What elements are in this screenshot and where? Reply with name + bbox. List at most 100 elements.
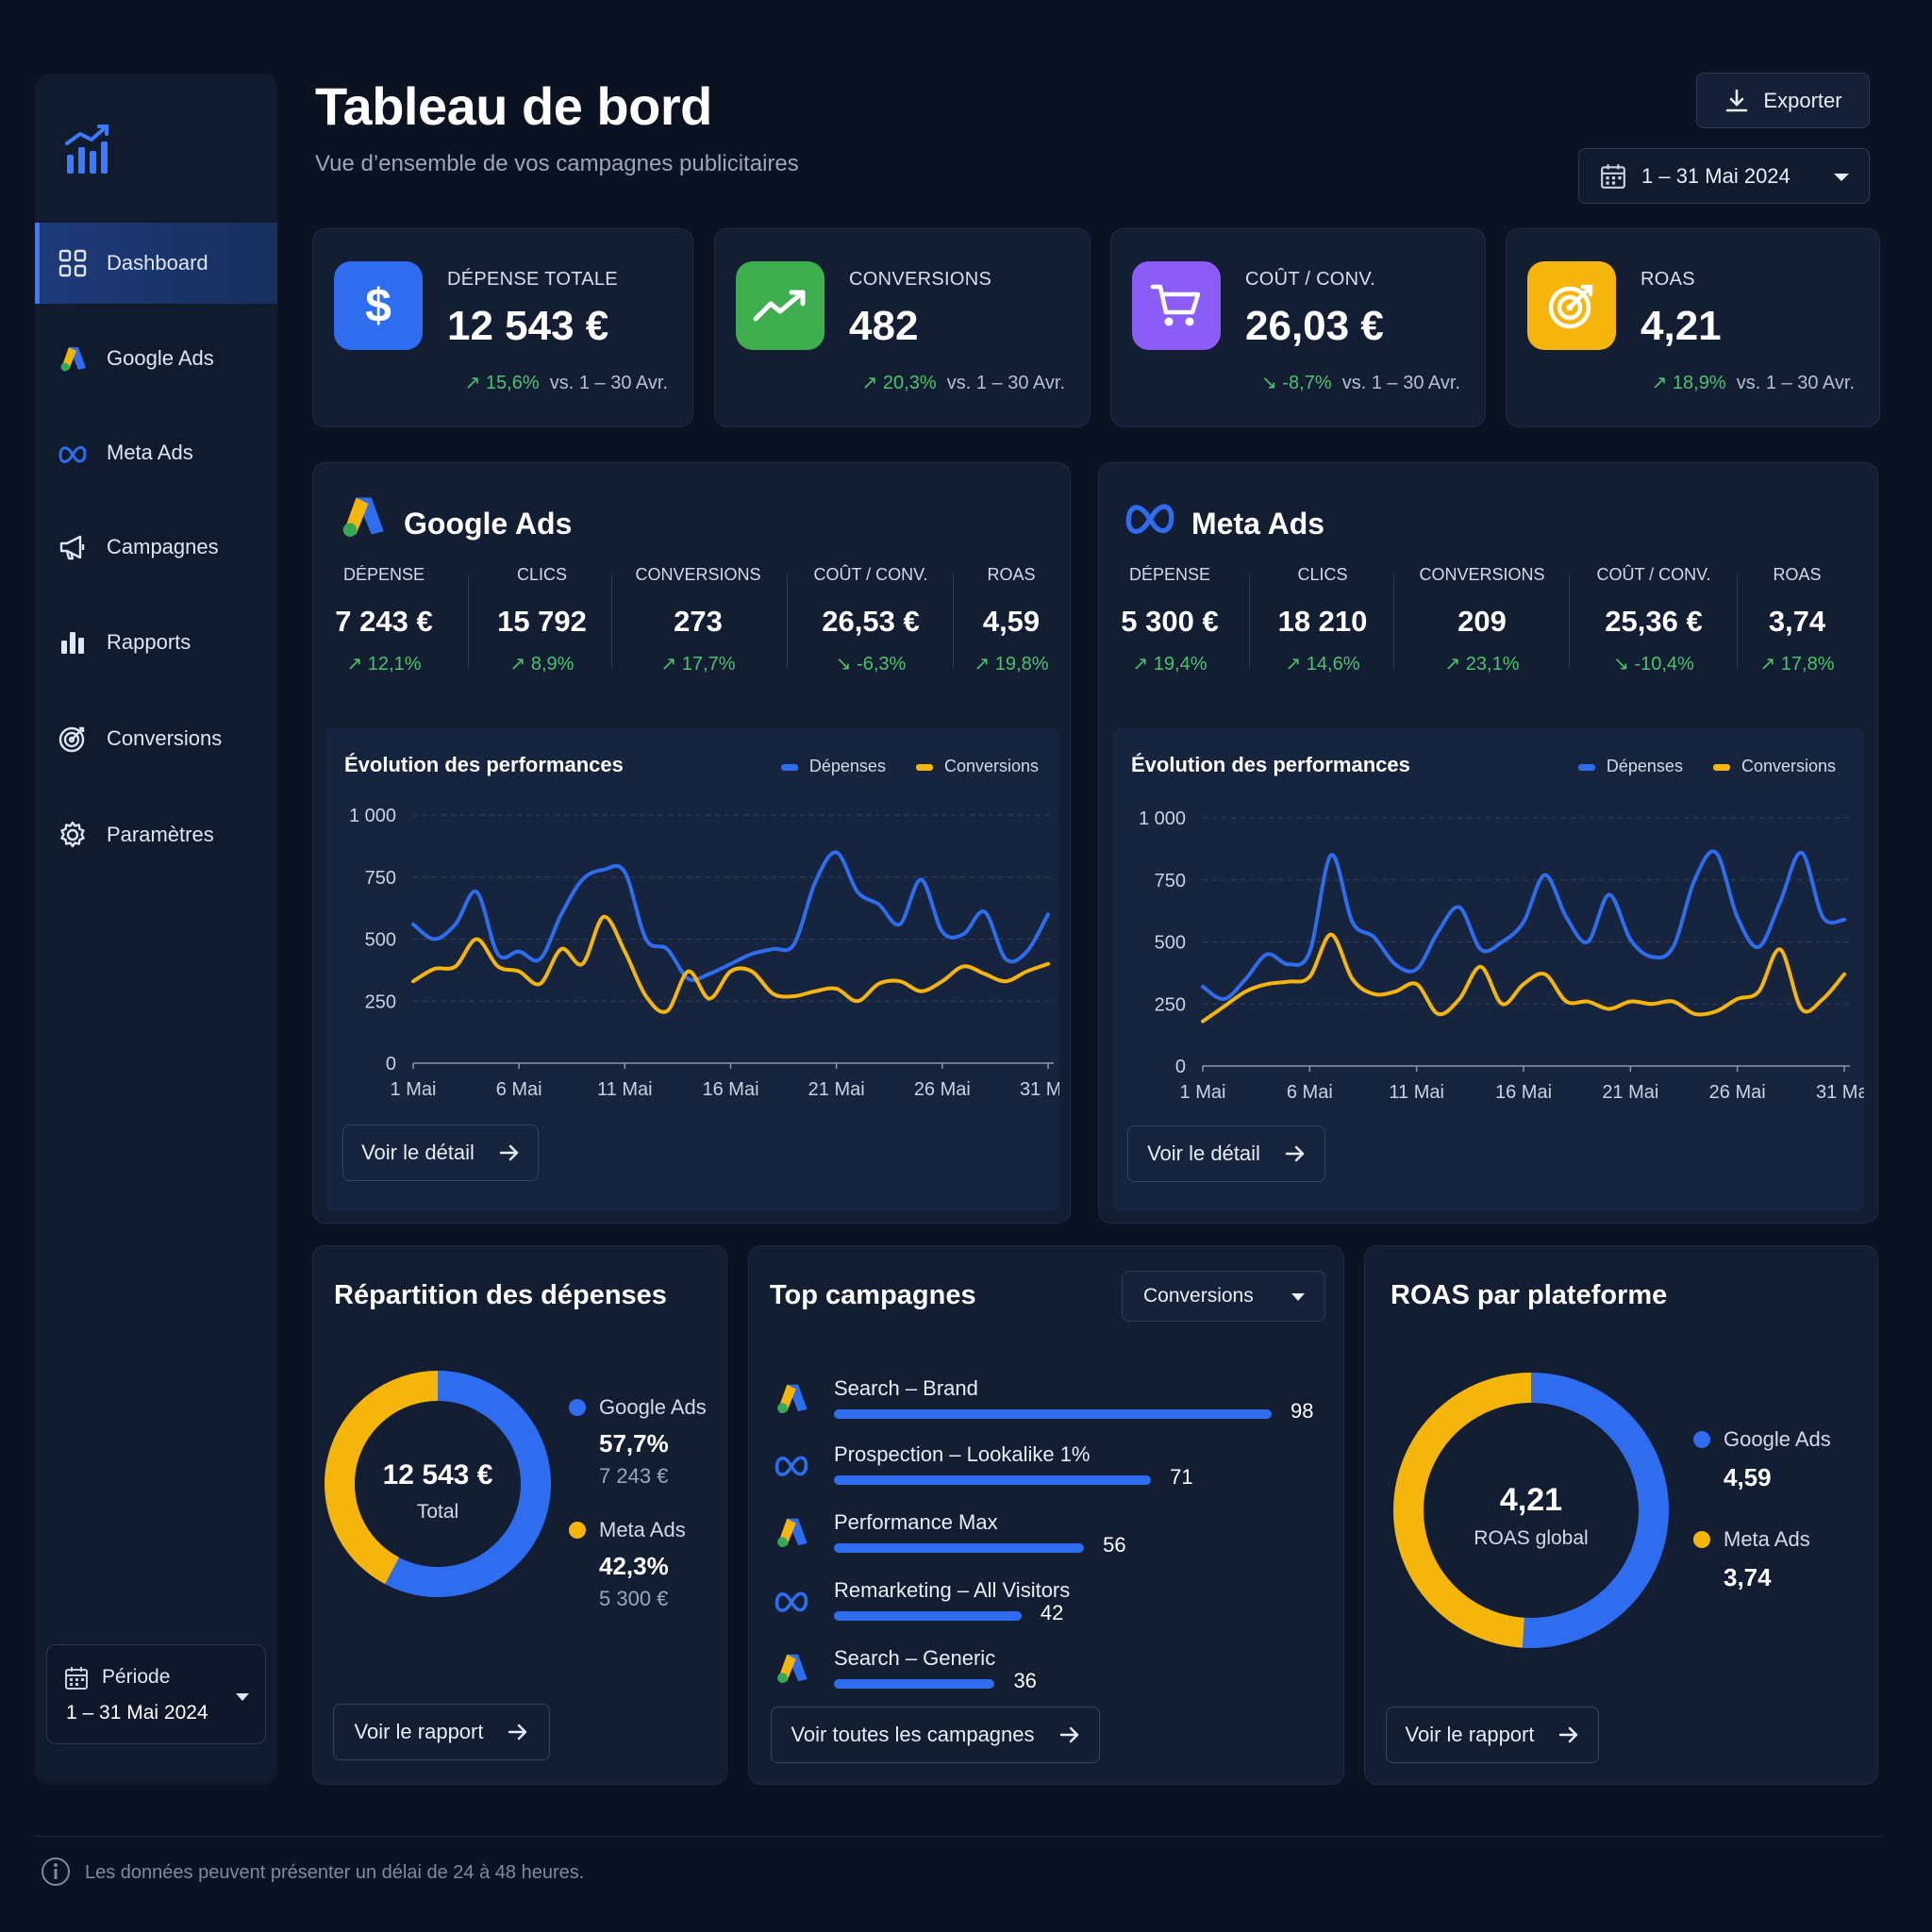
kpi-compare: vs. 1 – 30 Avr. — [549, 373, 668, 393]
metric-conversions: CONVERSIONS 209 ↗ 23,1% — [1397, 565, 1567, 675]
trend-up-arrow-icon: ↗ — [464, 373, 486, 393]
view-all-campaigns-button[interactable]: Voir toutes les campagnes — [771, 1707, 1100, 1763]
metric-value: 4,59 — [982, 605, 1041, 638]
export-label: Exporter — [1763, 88, 1842, 112]
metric-roas: ROAS 4,59 ↗ 19,8% — [955, 565, 1068, 675]
legend-amount: 5 300 € — [599, 1587, 669, 1610]
arrow-right-icon — [1559, 1726, 1578, 1743]
google-detail-button[interactable]: Voir le détail — [342, 1124, 539, 1181]
legend-item-spend: Dépenses — [1577, 757, 1683, 776]
metric-delta: ↗ 17,7% — [660, 654, 736, 675]
section-title: ROAS par plateforme — [1391, 1280, 1668, 1310]
campaign-bar — [834, 1611, 1022, 1621]
campaign-name: Search – Brand — [834, 1376, 978, 1400]
metric-label: ROAS — [1773, 565, 1822, 584]
x-tick-label: 26 Mai — [914, 1079, 971, 1100]
period-value: 1 – 31 Mai 2024 — [66, 1702, 208, 1724]
export-button[interactable]: Exporter — [1696, 73, 1870, 128]
legend-value: 4,59 — [1724, 1463, 1772, 1491]
sidebar-item-dashboard[interactable]: Dashboard — [35, 223, 277, 304]
date-range-select[interactable]: 1 – 31 Mai 2024 — [1578, 148, 1870, 204]
sidebar-item-campagnes[interactable]: Campagnes — [35, 507, 277, 588]
legend-value: 3,74 — [1724, 1563, 1772, 1591]
campaign-row[interactable]: Search – Generic 36 — [772, 1646, 1300, 1703]
spend-breakdown-card: Répartition des dépenses 12 543 € Total … — [312, 1245, 727, 1785]
y-tick-label: 750 — [365, 868, 396, 889]
roas-donut-chart — [1393, 1373, 1669, 1648]
view-report-button[interactable]: Voir le rapport — [1386, 1707, 1599, 1763]
campaign-name: Prospection – Lookalike 1% — [834, 1442, 1091, 1466]
metric-delta: ↗ 19,4% — [1132, 654, 1208, 675]
divider — [1737, 575, 1738, 669]
x-tick-label: 11 Mai — [1389, 1082, 1444, 1103]
campaign-row[interactable]: Prospection – Lookalike 1% 71 — [772, 1442, 1300, 1499]
sidebar-item-label: Conversions — [107, 726, 223, 750]
campaign-name: Performance Max — [834, 1510, 998, 1534]
period-label: Période — [102, 1666, 171, 1688]
legend-pct: 57,7% — [599, 1429, 669, 1457]
legend-label: Google Ads — [599, 1395, 707, 1419]
kpi-compare: vs. 1 – 30 Avr. — [946, 373, 1065, 393]
y-tick-label: 1 000 — [349, 806, 396, 826]
info-icon — [42, 1857, 70, 1886]
donut-total-label: Total — [416, 1501, 459, 1523]
x-tick-label: 31 Mai — [1816, 1082, 1864, 1103]
download-icon — [1726, 89, 1748, 111]
page-subtitle: Vue d’ensemble de vos campagnes publicit… — [315, 151, 799, 176]
kpi-value: 482 — [849, 303, 919, 349]
legend-amount: 7 243 € — [599, 1464, 669, 1488]
donut-slice-google-ads — [1522, 1373, 1669, 1648]
series-line-conversions — [411, 914, 1050, 1014]
legend-label: Meta Ads — [1724, 1527, 1810, 1551]
sidebar-item-meta-ads[interactable]: Meta Ads — [35, 412, 277, 493]
google-ads-icon — [777, 1518, 808, 1548]
legend-label: Dépenses — [808, 757, 886, 775]
campaign-row[interactable]: Performance Max 56 — [772, 1510, 1300, 1567]
sidebar-item-label: Campagnes — [107, 535, 219, 558]
y-tick-label: 500 — [1155, 933, 1186, 954]
campaign-row[interactable]: Search – Brand 98 — [772, 1376, 1313, 1433]
google-ads-icon — [777, 1654, 808, 1684]
campaign-value: 98 — [1291, 1399, 1314, 1423]
sort-select[interactable]: Conversions — [1122, 1271, 1325, 1322]
period-selector[interactable]: Période 1 – 31 Mai 2024 — [46, 1644, 266, 1744]
metric-delta: ↗ 14,6% — [1285, 654, 1360, 675]
y-tick-label: 500 — [365, 930, 396, 951]
metric-clicks: CLICS 15 792 ↗ 8,9% — [474, 565, 610, 675]
sidebar-item-conversions[interactable]: Conversions — [35, 698, 277, 779]
spend-donut-chart — [325, 1371, 551, 1597]
bar-chart-icon — [61, 632, 84, 654]
kpi-compare: vs. 1 – 30 Avr. — [1341, 373, 1460, 393]
meta-icon — [774, 1456, 808, 1476]
metric-label: ROAS — [987, 565, 1036, 584]
kpi-value: 4,21 — [1641, 303, 1722, 349]
x-tick-label: 21 Mai — [808, 1079, 865, 1100]
campaign-value: 36 — [1013, 1669, 1037, 1692]
metric-spend: DÉPENSE 7 243 € ↗ 12,1% — [313, 565, 455, 675]
view-report-button[interactable]: Voir le rapport — [333, 1704, 550, 1760]
sidebar-item-rapports[interactable]: Rapports — [35, 602, 277, 683]
meta-icon — [58, 445, 87, 463]
divider — [1569, 575, 1570, 669]
donut-center-label: ROAS global — [1474, 1527, 1589, 1549]
sidebar: Dashboard Google Ads Meta Ads Campagnes … — [35, 74, 277, 1785]
calendar-icon — [1601, 163, 1625, 189]
metric-label: COÛT / CONV. — [1596, 565, 1711, 584]
sidebar-item-parametres[interactable]: Paramètres — [35, 794, 277, 875]
x-tick-label: 16 Mai — [702, 1079, 758, 1100]
donut-slice-meta-ads — [325, 1371, 439, 1585]
divider — [468, 575, 469, 669]
legend-label: Conversions — [943, 757, 1039, 775]
metric-clicks: CLICS 18 210 ↗ 14,6% — [1254, 565, 1391, 675]
google-ads-panel: Google Ads DÉPENSE 7 243 € ↗ 12,1% CLICS 15… — [312, 462, 1071, 1224]
x-tick-label: 6 Mai — [1287, 1082, 1333, 1103]
app-logo-icon — [65, 125, 108, 174]
sidebar-item-google-ads[interactable]: Google Ads — [35, 318, 277, 399]
campaign-bar — [834, 1475, 1152, 1485]
x-tick-label: 26 Mai — [1709, 1082, 1766, 1103]
meta-detail-button[interactable]: Voir le détail — [1127, 1125, 1325, 1182]
roas-platform-card: ROAS par plateforme 4,21 ROAS global Goo… — [1364, 1245, 1878, 1785]
kpi-delta-value: 15,6% — [485, 373, 540, 393]
legend-meta-ads: Meta Ads 42,3% 5 300 € — [569, 1518, 686, 1611]
campaign-row[interactable]: Remarketing – All Visitors 42 — [772, 1578, 1300, 1635]
